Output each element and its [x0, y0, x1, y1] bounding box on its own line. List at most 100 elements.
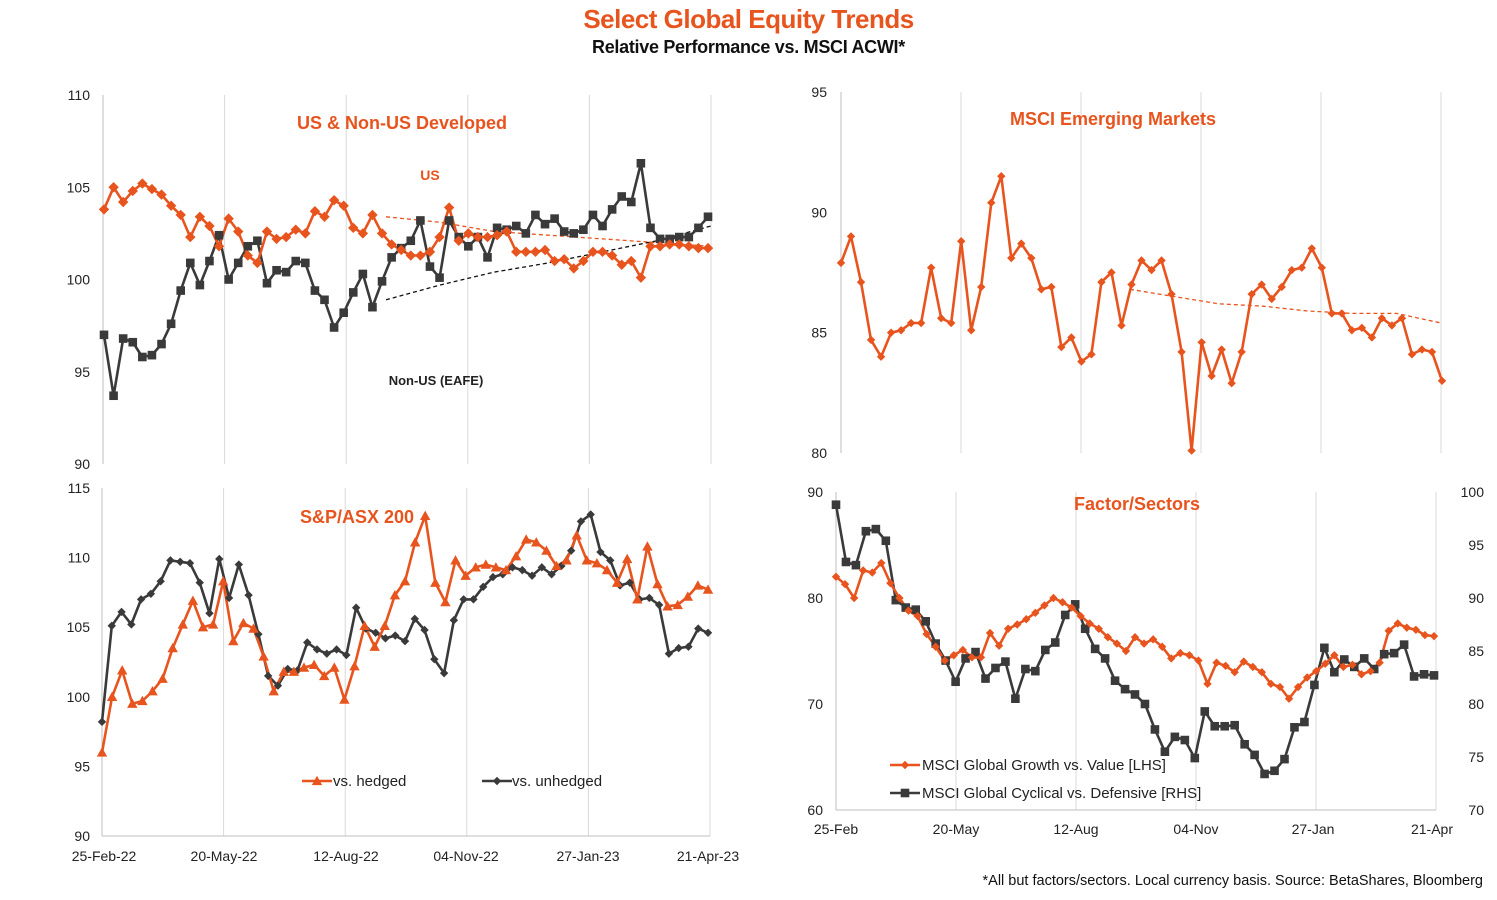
data-point-cyclical [851, 560, 861, 570]
data-point-em [1077, 357, 1086, 366]
data-point-hedged [561, 555, 572, 565]
data-point-us [539, 244, 551, 256]
data-point-cyclical [991, 663, 1000, 673]
data-point-eafe [665, 234, 674, 244]
data-point-us [357, 228, 369, 239]
data-point-eafe [147, 350, 157, 360]
data-point-cyclical [1130, 690, 1140, 699]
data-point-growth [1194, 656, 1203, 665]
data-point-hedged [228, 635, 239, 646]
data-point-growth [1284, 694, 1294, 703]
data-point-us [117, 196, 129, 208]
data-point-em [1347, 326, 1357, 335]
data-point-us [137, 178, 148, 189]
data-point-em [1167, 289, 1176, 299]
data-point-us [271, 233, 282, 245]
data-point-growth [1302, 673, 1312, 682]
data-point-em [1137, 256, 1146, 265]
data-point-hedged [319, 670, 330, 681]
trend-eafe [385, 225, 712, 301]
legend-marker-unhedged [492, 776, 502, 786]
data-point-em [836, 258, 846, 268]
data-point-em [926, 263, 936, 272]
data-point-eafe [281, 267, 291, 277]
data-point-eafe [627, 197, 636, 207]
data-point-growth [877, 558, 886, 568]
data-point-eafe [377, 277, 387, 286]
data-point-growth [1157, 642, 1167, 651]
data-point-us [156, 189, 167, 200]
data-point-cyclical [1359, 654, 1369, 663]
data-point-em [1297, 263, 1306, 272]
y-tick-label: 90 [74, 456, 90, 472]
data-point-growth [976, 653, 986, 662]
data-point-us [204, 220, 215, 232]
data-point-eafe [435, 273, 444, 282]
data-point-em [1087, 350, 1096, 359]
legend-label-growth: MSCI Global Growth vs. Value [LHS] [922, 757, 1166, 774]
data-point-hedged [106, 691, 118, 701]
y-tick-label: 80 [811, 445, 827, 461]
data-point-cyclical [981, 674, 990, 683]
data-point-em [1117, 321, 1126, 330]
data-point-us [348, 222, 359, 234]
data-point-hedged [652, 578, 663, 589]
data-point-unhedged [703, 628, 713, 637]
data-point-em [1287, 265, 1296, 275]
data-point-unhedged [215, 554, 224, 564]
data-point-em [1227, 379, 1236, 388]
data-point-growth [1049, 593, 1058, 603]
data-point-eafe [358, 269, 368, 279]
data-point-unhedged [273, 681, 283, 690]
y-tick-label: 95 [74, 364, 90, 380]
data-point-em [1197, 338, 1206, 347]
data-point-unhedged [371, 628, 380, 637]
data-point-growth [858, 566, 868, 575]
data-point-em [1027, 253, 1036, 263]
data-point-growth [831, 572, 841, 581]
data-point-growth [931, 642, 940, 651]
data-point-growth [1348, 660, 1357, 669]
data-point-growth [1321, 659, 1330, 668]
data-point-eafe [531, 210, 540, 220]
data-point-us [463, 228, 474, 239]
x-tick-label: 21-Apr-23 [677, 848, 739, 864]
data-point-growth [1312, 666, 1321, 676]
data-point-eafe [233, 258, 243, 268]
data-point-us [405, 250, 416, 261]
data-point-us [472, 231, 484, 243]
data-point-cyclical [1340, 655, 1349, 664]
data-point-unhedged [136, 595, 146, 604]
data-point-growth [1112, 639, 1122, 648]
data-point-eafe [291, 256, 301, 266]
data-point-cyclical [1060, 610, 1070, 620]
data-point-unhedged [224, 593, 234, 603]
data-point-growth [1266, 679, 1276, 689]
data-point-cyclical [1310, 680, 1319, 690]
data-point-cyclical [911, 605, 921, 614]
data-point-growth [895, 593, 904, 603]
data-point-hedged [147, 686, 158, 696]
data-point-eafe [176, 286, 185, 295]
data-point-unhedged [146, 589, 156, 598]
data-point-unhedged [664, 649, 674, 658]
data-point-em [856, 277, 866, 287]
data-point-hedged [551, 560, 562, 571]
data-point-eafe [118, 334, 128, 343]
y-tick-label: 100 [67, 689, 91, 705]
data-point-hedged [611, 577, 623, 587]
data-point-hedged [692, 580, 704, 590]
x-tick-label: 12-Aug-22 [313, 848, 379, 864]
data-point-us [165, 200, 177, 211]
data-point-unhedged [244, 590, 253, 600]
data-point-cyclical [1250, 750, 1259, 760]
data-point-hedged [591, 557, 603, 568]
data-point-em [1307, 244, 1316, 253]
data-point-us [175, 209, 186, 221]
data-point-us [683, 241, 695, 252]
data-point-eafe [224, 275, 233, 284]
data-point-hedged [308, 659, 320, 669]
data-point-cyclical [861, 526, 871, 536]
data-point-unhedged [391, 631, 400, 640]
data-point-eafe [416, 216, 425, 225]
